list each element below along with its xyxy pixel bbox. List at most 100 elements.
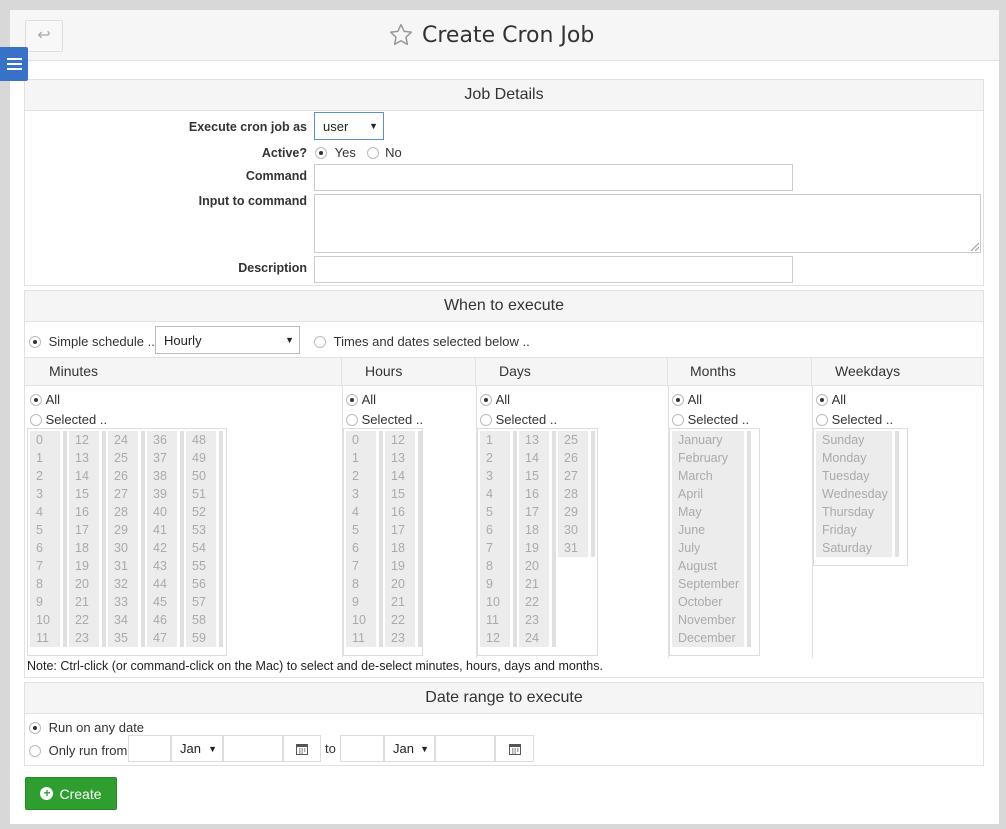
- minutes-option[interactable]: 9: [36, 595, 43, 609]
- weekdays-option[interactable]: Sunday: [822, 433, 865, 447]
- minutes-option[interactable]: 29: [114, 523, 128, 537]
- listbox-scrollbar[interactable]: [379, 431, 383, 647]
- any-date-radio[interactable]: [29, 721, 41, 734]
- star-icon[interactable]: [388, 22, 414, 48]
- return-button[interactable]: ↩: [25, 20, 63, 52]
- minutes-option[interactable]: 36: [153, 433, 167, 447]
- create-button[interactable]: + Create: [25, 777, 117, 810]
- minutes-option[interactable]: 30: [114, 541, 128, 555]
- minutes-option[interactable]: 7: [36, 559, 43, 573]
- weekdays-option[interactable]: Friday: [822, 523, 857, 537]
- minutes-option[interactable]: 11: [36, 631, 49, 645]
- hours-option[interactable]: 13: [391, 451, 405, 465]
- hours-option[interactable]: 15: [391, 487, 405, 501]
- minutes-option[interactable]: 8: [36, 577, 43, 591]
- minutes-option[interactable]: 39: [153, 487, 167, 501]
- hours-option[interactable]: 8: [352, 577, 359, 591]
- weekdays-option[interactable]: Saturday: [822, 541, 873, 555]
- hours-option[interactable]: 22: [391, 613, 405, 627]
- resize-handle-icon[interactable]: [971, 243, 979, 251]
- hours-option[interactable]: 1: [352, 451, 359, 465]
- hours-option[interactable]: 17: [391, 523, 405, 537]
- listbox-scrollbar[interactable]: [895, 431, 899, 557]
- days-option[interactable]: 23: [525, 613, 539, 627]
- hours-option[interactable]: 0: [352, 433, 359, 447]
- input-to-command-textarea[interactable]: [314, 194, 981, 253]
- months-option[interactable]: April: [678, 487, 704, 501]
- hours-option[interactable]: 18: [391, 541, 405, 555]
- months-option[interactable]: August: [678, 559, 717, 573]
- days-option[interactable]: 19: [525, 541, 539, 555]
- to-month-select[interactable]: Jan ▼: [384, 735, 435, 762]
- to-year-input[interactable]: [435, 735, 495, 762]
- minutes-option[interactable]: 40: [153, 505, 167, 519]
- minutes-option[interactable]: 18: [75, 541, 89, 555]
- months-option[interactable]: February: [678, 451, 729, 465]
- days-selected-radio[interactable]: [480, 413, 492, 426]
- hours-all-radio[interactable]: [346, 393, 358, 406]
- to-calendar-button[interactable]: [495, 735, 534, 762]
- days-option[interactable]: 20: [525, 559, 539, 573]
- minutes-option[interactable]: 4: [36, 505, 43, 519]
- days-option[interactable]: 29: [564, 505, 578, 519]
- sidebar-menu-toggle[interactable]: [0, 47, 28, 81]
- active-yes-radio[interactable]: [315, 146, 327, 159]
- minutes-option[interactable]: 15: [75, 487, 89, 501]
- months-option[interactable]: October: [678, 595, 723, 609]
- minutes-option[interactable]: 38: [153, 469, 167, 483]
- listbox-scrollbar[interactable]: [747, 431, 751, 647]
- days-option[interactable]: 26: [564, 451, 578, 465]
- minutes-option[interactable]: 16: [75, 505, 89, 519]
- months-listbox[interactable]: January February March April May June July Augu…: [669, 428, 760, 656]
- months-option[interactable]: July: [678, 541, 701, 555]
- minutes-option[interactable]: 59: [192, 631, 206, 645]
- months-option[interactable]: May: [678, 505, 702, 519]
- from-calendar-button[interactable]: [283, 735, 321, 762]
- minutes-option[interactable]: 32: [114, 577, 128, 591]
- listbox-scrollbar[interactable]: [102, 431, 106, 647]
- hours-option[interactable]: 5: [352, 523, 359, 537]
- listbox-scrollbar[interactable]: [591, 431, 595, 557]
- minutes-option[interactable]: 26: [114, 469, 128, 483]
- days-option[interactable]: 13: [525, 433, 539, 447]
- months-option[interactable]: December: [678, 631, 736, 645]
- hours-option[interactable]: 20: [391, 577, 405, 591]
- days-option[interactable]: 17: [525, 505, 539, 519]
- simple-schedule-radio[interactable]: [29, 335, 41, 348]
- days-option[interactable]: 6: [486, 523, 493, 537]
- minutes-option[interactable]: 52: [192, 505, 206, 519]
- minutes-selected-radio[interactable]: [30, 413, 42, 426]
- hours-option[interactable]: 16: [391, 505, 405, 519]
- days-option[interactable]: 10: [486, 595, 500, 609]
- weekdays-option[interactable]: Monday: [822, 451, 867, 465]
- days-option[interactable]: 22: [525, 595, 539, 609]
- minutes-option[interactable]: 33: [114, 595, 128, 609]
- to-day-input[interactable]: [340, 735, 384, 762]
- weekdays-selected-radio[interactable]: [816, 413, 828, 426]
- days-option[interactable]: 5: [486, 505, 493, 519]
- minutes-option[interactable]: 19: [75, 559, 89, 573]
- hours-option[interactable]: 11: [352, 631, 365, 645]
- days-option[interactable]: 4: [486, 487, 493, 501]
- listbox-scrollbar[interactable]: [141, 431, 145, 647]
- hours-option[interactable]: 23: [391, 631, 405, 645]
- weekdays-listbox[interactable]: Sunday Monday Tuesday Wednesday Thursday Frid…: [813, 428, 908, 566]
- minutes-option[interactable]: 58: [192, 613, 206, 627]
- days-listbox[interactable]: 1 2 3 4 5 6 7 8 9 10 11 12 13 14 15 16 17 18 19 20 21 22 23 24 2…: [477, 428, 598, 656]
- listbox-scrollbar[interactable]: [418, 431, 422, 647]
- days-option[interactable]: 2: [486, 451, 493, 465]
- months-option[interactable]: June: [678, 523, 706, 537]
- days-option[interactable]: 8: [486, 559, 493, 573]
- listbox-scrollbar[interactable]: [513, 431, 517, 647]
- days-option[interactable]: 15: [525, 469, 539, 483]
- listbox-scrollbar[interactable]: [219, 431, 223, 647]
- minutes-option[interactable]: 22: [75, 613, 89, 627]
- minutes-all-radio[interactable]: [30, 393, 42, 406]
- days-option[interactable]: 30: [564, 523, 578, 537]
- hours-option[interactable]: 19: [391, 559, 405, 573]
- days-all-radio[interactable]: [480, 393, 492, 406]
- days-option[interactable]: 3: [486, 469, 493, 483]
- from-day-input[interactable]: [128, 735, 171, 762]
- minutes-option[interactable]: 49: [192, 451, 206, 465]
- minutes-option[interactable]: 57: [192, 595, 206, 609]
